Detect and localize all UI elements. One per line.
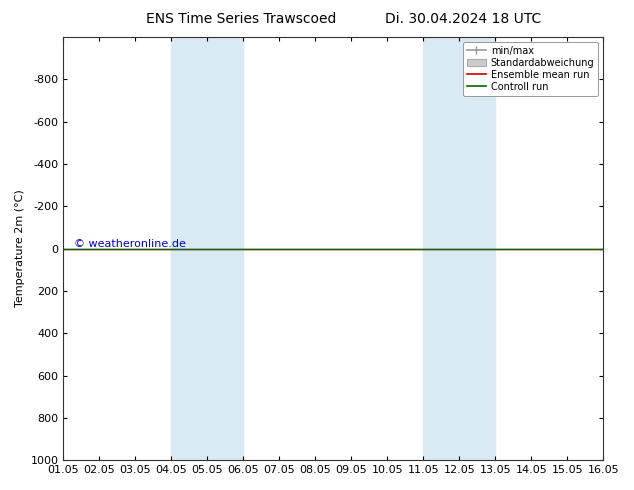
Text: Di. 30.04.2024 18 UTC: Di. 30.04.2024 18 UTC (385, 12, 541, 26)
Bar (424, 37, 495, 460)
Legend: min/max, Standardabweichung, Ensemble mean run, Controll run: min/max, Standardabweichung, Ensemble me… (463, 42, 598, 96)
Text: ENS Time Series Trawscoed: ENS Time Series Trawscoed (146, 12, 336, 26)
Text: © weatheronline.de: © weatheronline.de (74, 239, 186, 248)
Bar (171, 37, 243, 460)
Y-axis label: Temperature 2m (°C): Temperature 2m (°C) (15, 190, 25, 307)
